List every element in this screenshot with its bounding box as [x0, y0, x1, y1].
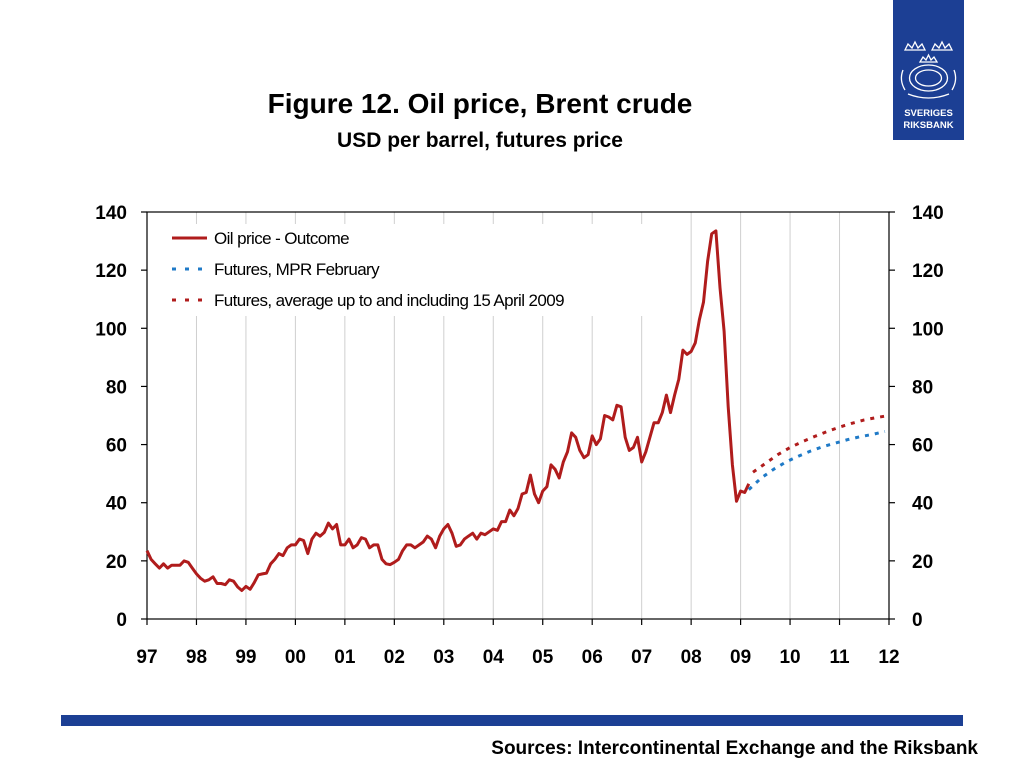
riksbank-logo: SVERIGES RIKSBANK: [893, 0, 964, 140]
y-tick-label-left: 60: [106, 436, 127, 457]
logo-text-sveriges: SVERIGES: [904, 108, 953, 119]
y-tick-label-left: 0: [116, 610, 127, 631]
bottom-brand-bar: [61, 715, 963, 726]
x-tick-label: 03: [433, 647, 454, 668]
source-note: Sources: Intercontinental Exchange and t…: [491, 738, 978, 759]
oil-price-chart: 97 98 99 00 01 02 03 04 05 06 07 08 09 10 11 120 020 2040…: [95, 203, 944, 668]
y-tick-label-right: 80: [912, 377, 933, 398]
x-tick-label: 04: [483, 647, 505, 668]
y-tick-label-right: 40: [912, 494, 933, 515]
x-tick-label: 99: [235, 647, 256, 668]
logo-text-riksbank: RIKSBANK: [903, 120, 954, 131]
x-tick-label: 11: [829, 647, 850, 668]
legend-background: [165, 224, 655, 316]
x-tick-label: 12: [878, 647, 899, 668]
x-tick-label: 00: [285, 647, 306, 668]
y-tick-label-right: 20: [912, 552, 933, 573]
series-line-mpr-futures: [747, 430, 886, 491]
y-tick-label-left: 120: [95, 261, 127, 282]
y-tick-label-right: 60: [912, 436, 933, 457]
plot-area-frame: [146, 211, 890, 620]
y-tick-label-left: 20: [106, 552, 127, 573]
riksbank-emblem-icon: [900, 40, 957, 99]
y-tick-label-left: 100: [95, 319, 127, 340]
y-tick-label-right: 140: [912, 203, 944, 224]
x-tick-label: 01: [334, 647, 356, 668]
x-tick-label: 98: [186, 647, 207, 668]
series-line-average-futures: [752, 414, 890, 474]
legend-label: Oil price - Outcome: [214, 229, 349, 248]
y-tick-label-right: 0: [912, 610, 923, 631]
y-tick-label-right: 120: [912, 261, 944, 282]
x-tick-label: 97: [136, 647, 157, 668]
legend-label: Futures, MPR February: [214, 260, 380, 279]
x-tick-label: 06: [582, 647, 603, 668]
x-tick-label: 02: [384, 647, 405, 668]
x-tick-label: 10: [779, 647, 800, 668]
chart-title: Figure 12. Oil price, Brent crude: [267, 88, 693, 119]
y-tick-label-left: 80: [106, 377, 127, 398]
legend-label: Futures, average up to and including 15 …: [214, 291, 564, 310]
x-tick-label: 07: [631, 647, 652, 668]
x-tick-label: 08: [681, 647, 702, 668]
chart-subtitle: USD per barrel, futures price: [337, 129, 623, 152]
y-tick-label-right: 100: [912, 319, 944, 340]
x-tick-label: 05: [532, 647, 554, 668]
y-tick-label-left: 40: [106, 494, 127, 515]
series-line-outcome: [145, 229, 751, 592]
y-tick-label-left: 140: [95, 203, 127, 224]
x-tick-label: 09: [730, 647, 751, 668]
